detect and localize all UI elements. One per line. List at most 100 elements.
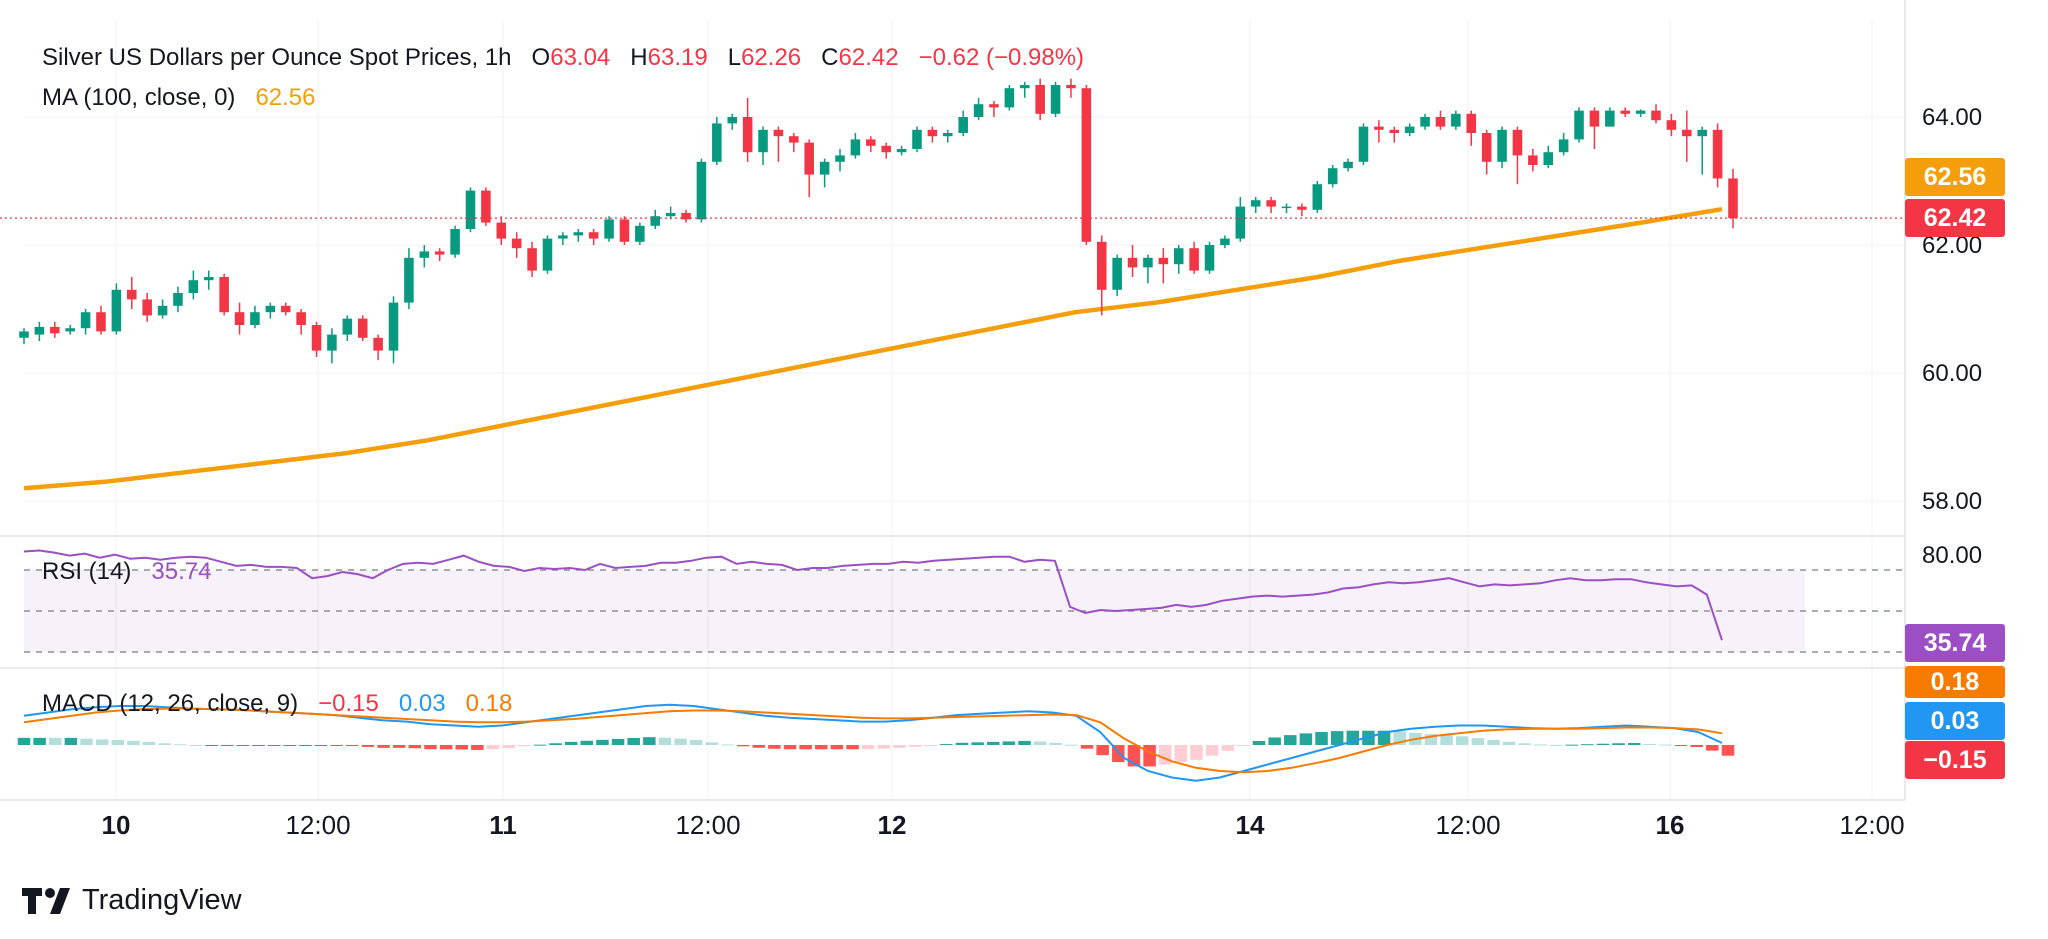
candle-body-1 (34, 326, 45, 335)
candle-body-9 (157, 305, 168, 316)
candle-body-28 (450, 229, 460, 255)
candle-body-68 (1066, 85, 1076, 89)
macd-hist-bar-28 (455, 745, 468, 750)
macd-legend: MACD (12, 26, close, 9) −0.15 0.03 0.18 (42, 690, 512, 718)
macd-hist-bar-20 (330, 745, 343, 746)
macd-pane (17, 703, 1735, 782)
candle-body-18 (296, 312, 306, 325)
macd-hist-bar-22 (361, 745, 375, 747)
last-price-badge: 62.42 (1905, 199, 2005, 237)
macd-hist-bar-34 (549, 743, 562, 745)
open-value: 63.04 (550, 44, 611, 71)
macd-hist-bar-104 (1643, 743, 1657, 745)
high-value: 63.19 (647, 44, 708, 71)
x-tick-16: 16 (1655, 810, 1685, 840)
macd-hist-bar-18 (299, 745, 312, 746)
macd-hist-bar-17 (283, 745, 297, 746)
candle-body-109 (1697, 129, 1707, 137)
macd-hist-bar-26 (424, 745, 437, 750)
macd-hist-bar-6 (111, 739, 125, 745)
macd-hist-bar-23 (377, 745, 390, 748)
candle-body-17 (280, 305, 291, 313)
candle-body-108 (1682, 129, 1692, 137)
candle-body-84 (1312, 184, 1323, 210)
macd-hist-bar-90 (1424, 734, 1438, 745)
candle-body-50 (789, 136, 799, 143)
macd-hist-bar-61 (971, 742, 984, 745)
candle-body-104 (1620, 110, 1630, 114)
candle-body-83 (1297, 206, 1307, 210)
tradingview-logo[interactable]: TradingView (22, 884, 242, 917)
macd-hist-bar-55 (877, 745, 891, 749)
candle-body-61 (958, 117, 968, 133)
macd-hist-bar-46 (736, 745, 750, 747)
candle-body-60 (943, 133, 953, 137)
macd-hist-bar-35 (564, 741, 578, 745)
macd-hist-bar-76 (1205, 745, 1219, 756)
candle-body-74 (1158, 257, 1169, 265)
candle-body-44 (696, 161, 707, 220)
macd-hist-bar-54 (861, 745, 875, 750)
candle-body-54 (850, 139, 861, 156)
macd-hist-bar-59 (940, 744, 953, 746)
macd-hist-bar-97 (1534, 744, 1547, 746)
macd-hist-bar-45 (721, 744, 734, 746)
y-tick-60: 60.00 (1922, 360, 1983, 387)
macd-badge: 0.03 (1905, 702, 2005, 740)
candle-body-32 (511, 238, 522, 249)
candle-body-35 (558, 235, 568, 239)
candle-body-91 (1420, 117, 1430, 127)
macd-hist-value: −0.15 (318, 690, 379, 717)
candle-body-110 (1712, 129, 1723, 179)
rsi-label: RSI (14) (42, 558, 132, 585)
x-tick-12: 12 (877, 810, 907, 840)
macd-hist-bar-93 (1471, 738, 1485, 745)
macd-hist-bar-62 (986, 741, 1000, 745)
candle-body-103 (1605, 110, 1615, 127)
candle-body-38 (604, 219, 614, 239)
y-tick-58: 58.00 (1922, 488, 1983, 515)
macd-hist-bar-36 (580, 740, 594, 745)
candle-body-85 (1327, 168, 1338, 185)
candle-body-12 (203, 277, 214, 281)
macd-hist-bar-21 (346, 745, 359, 746)
candle-body-94 (1466, 113, 1477, 133)
candle-body-5 (96, 312, 106, 332)
candle-body-95 (1481, 133, 1492, 162)
symbol-title: Silver US Dollars per Ounce Spot Prices,… (42, 44, 512, 71)
candle-body-100 (1558, 139, 1569, 153)
candle-body-8 (142, 299, 152, 316)
x-tick-10: 10 (101, 810, 131, 840)
macd-hist-bar-84 (1330, 731, 1344, 745)
candle-body-87 (1358, 126, 1369, 162)
x-tick-11: 11 (489, 810, 517, 840)
macd-hist-bar-57 (908, 745, 922, 747)
y-tick-64: 64.00 (1922, 104, 1983, 131)
histogram-badge: −0.15 (1905, 741, 2005, 779)
macd-hist-bar-96 (1518, 743, 1532, 745)
rsi-badge: 35.74 (1905, 624, 2005, 662)
candle-body-26 (419, 251, 430, 258)
macd-hist-bar-50 (799, 745, 812, 750)
change-value: −0.62 (−0.98%) (918, 44, 1085, 71)
ma-value: 62.56 (255, 84, 316, 111)
macd-hist-bar-37 (596, 739, 609, 745)
macd-hist-bar-58 (924, 745, 937, 746)
macd-hist-bar-83 (1315, 732, 1328, 745)
candle-body-72 (1127, 257, 1138, 268)
macd-hist-bar-64 (1018, 740, 1031, 745)
candle-body-51 (804, 142, 814, 175)
candle-body-89 (1389, 129, 1400, 133)
candle-body-11 (188, 280, 199, 293)
candle-body-16 (265, 305, 276, 313)
macd-hist-bar-95 (1502, 741, 1516, 745)
brand-name: TradingView (82, 884, 242, 916)
macd-hist-bar-8 (142, 741, 156, 745)
macd-hist-bar-24 (392, 745, 406, 748)
macd-hist-bar-68 (1080, 745, 1094, 749)
rsi-pane (23, 549, 1905, 653)
macd-hist-bar-98 (1549, 744, 1563, 746)
candle-body-81 (1266, 200, 1276, 207)
macd-hist-bar-47 (752, 745, 766, 748)
